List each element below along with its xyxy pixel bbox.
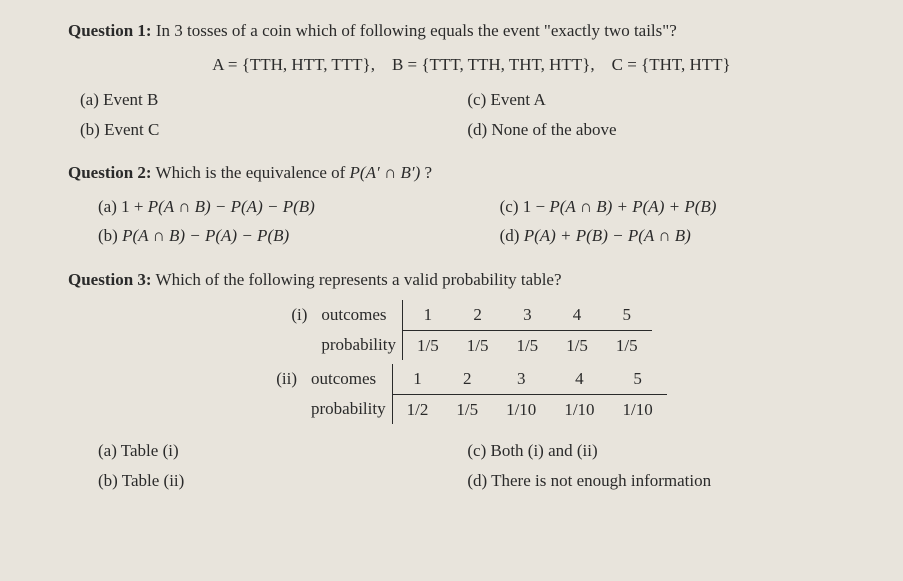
table-row: outcomes 1 2 3 4 5 — [311, 364, 667, 394]
q2-title-pre: Which is the equivalence of — [152, 163, 350, 182]
q3-table1: outcomes 1 2 3 4 5 probability 1/5 1/5 1… — [321, 300, 651, 360]
q1-opt-b: (b) Event C — [68, 117, 455, 143]
table-cell: 1 — [402, 300, 452, 330]
table-row: probability 1/5 1/5 1/5 1/5 1/5 — [321, 330, 651, 360]
table-row: probability 1/2 1/5 1/10 1/10 1/10 — [311, 394, 667, 424]
q3-opt-b: (b) Table (ii) — [68, 468, 455, 494]
table-cell: 2 — [442, 364, 492, 394]
q2-opt-a: (a) 1 + P(A ∩ B) − P(A) − P(B) — [68, 194, 488, 220]
table-cell: 1/5 — [602, 330, 652, 360]
q1-title-bold: Question 1: — [68, 21, 152, 40]
q2-title-bold: Question 2: — [68, 163, 152, 182]
q3-title-text: Which of the following represents a vali… — [152, 270, 562, 289]
q2-opt-b: (b) P(A ∩ B) − P(A) − P(B) — [68, 223, 488, 249]
q3-row2: (b) Table (ii) (d) There is not enough i… — [68, 468, 875, 494]
q3-table1-label: (i) — [291, 300, 321, 360]
table-cell: 2 — [453, 300, 503, 330]
table-cell: 1/5 — [442, 394, 492, 424]
q3-t1-h1: outcomes — [321, 300, 402, 330]
question-2: Question 2: Which is the equivalence of … — [68, 160, 875, 249]
q1-opt-d: (d) None of the above — [455, 117, 875, 143]
table-cell: 5 — [602, 300, 652, 330]
q1-title: Question 1: In 3 tosses of a coin which … — [68, 18, 875, 44]
q2-opt-c: (c) 1 − P(A ∩ B) + P(A) + P(B) — [488, 194, 875, 220]
table-cell: 1/5 — [402, 330, 452, 360]
table-cell: 4 — [550, 364, 608, 394]
q2-title-math: P(A′ ∩ B′) — [350, 163, 421, 182]
q1-opt-a: (a) Event B — [68, 87, 455, 113]
q2-opt-d-pre: (d) — [500, 226, 524, 245]
q3-opt-c: (c) Both (i) and (ii) — [455, 438, 875, 464]
table-cell: 3 — [502, 300, 552, 330]
q2-title-post: ? — [420, 163, 432, 182]
q3-title-bold: Question 3: — [68, 270, 152, 289]
q2-opt-d: (d) P(A) + P(B) − P(A ∩ B) — [488, 223, 875, 249]
q1-row2: (b) Event C (d) None of the above — [68, 117, 875, 143]
table-cell: 1/10 — [609, 394, 667, 424]
table-cell: 1 — [392, 364, 442, 394]
q3-opt-a: (a) Table (i) — [68, 438, 455, 464]
table-cell: 4 — [552, 300, 602, 330]
table-cell: 3 — [492, 364, 550, 394]
question-1: Question 1: In 3 tosses of a coin which … — [68, 18, 875, 142]
q2-row2: (b) P(A ∩ B) − P(A) − P(B) (d) P(A) + P(… — [68, 223, 875, 249]
q1-sets: A = {TTH, HTT, TTT}, B = {TTT, TTH, THT,… — [68, 52, 875, 78]
q1-title-text: In 3 tosses of a coin which of following… — [152, 21, 677, 40]
question-3: Question 3: Which of the following repre… — [68, 267, 875, 494]
table-cell: 1/5 — [453, 330, 503, 360]
q3-row1: (a) Table (i) (c) Both (i) and (ii) — [68, 438, 875, 464]
q3-table2-wrap: (ii) outcomes 1 2 3 4 5 probability 1/2 … — [68, 364, 875, 424]
q2-opt-c-math: P(A ∩ B) + P(A) + P(B) — [549, 197, 716, 216]
q2-row1: (a) 1 + P(A ∩ B) − P(A) − P(B) (c) 1 − P… — [68, 194, 875, 220]
table-cell: 1/10 — [492, 394, 550, 424]
q2-opt-d-math: P(A) + P(B) − P(A ∩ B) — [524, 226, 691, 245]
q2-opt-c-pre: (c) 1 − — [500, 197, 550, 216]
q2-opt-b-pre: (b) — [98, 226, 122, 245]
q2-title: Question 2: Which is the equivalence of … — [68, 160, 875, 186]
q2-opt-b-math: P(A ∩ B) − P(A) − P(B) — [122, 226, 289, 245]
q3-t1-h2: probability — [321, 330, 402, 360]
q2-opt-a-pre: (a) 1 + — [98, 197, 148, 216]
q3-opt-d: (d) There is not enough information — [455, 468, 875, 494]
table-row: outcomes 1 2 3 4 5 — [321, 300, 651, 330]
q3-table1-wrap: (i) outcomes 1 2 3 4 5 probability 1/5 1… — [68, 300, 875, 360]
table-cell: 1/10 — [550, 394, 608, 424]
q3-table2: outcomes 1 2 3 4 5 probability 1/2 1/5 1… — [311, 364, 667, 424]
table-cell: 1/5 — [502, 330, 552, 360]
table-cell: 5 — [609, 364, 667, 394]
q3-table2-label: (ii) — [276, 364, 311, 424]
q3-t2-h2: probability — [311, 394, 392, 424]
q3-t2-h1: outcomes — [311, 364, 392, 394]
table-cell: 1/2 — [392, 394, 442, 424]
q3-title: Question 3: Which of the following repre… — [68, 267, 875, 293]
table-cell: 1/5 — [552, 330, 602, 360]
q2-opt-a-math: P(A ∩ B) − P(A) − P(B) — [148, 197, 315, 216]
q1-row1: (a) Event B (c) Event A — [68, 87, 875, 113]
q1-opt-c: (c) Event A — [455, 87, 875, 113]
